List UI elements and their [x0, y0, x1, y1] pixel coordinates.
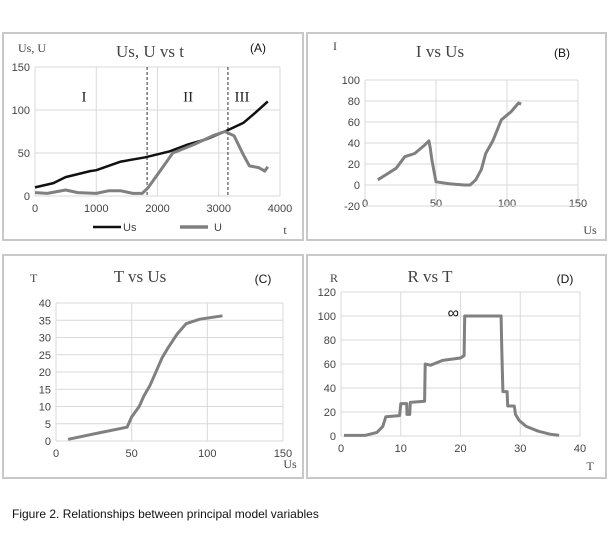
y-tick-label: 60	[324, 359, 336, 371]
annotation-infinity: ∞	[448, 305, 459, 322]
y-tick-label: 150	[12, 62, 30, 74]
chart-a: 0 1000 2000 3000 4000 0 50 100 150 Us, U vs t (A) U…	[2, 32, 304, 241]
chart-title: I vs Us	[416, 42, 464, 61]
x-tick-label: 50	[430, 198, 442, 210]
x-tick-label: 30	[514, 443, 526, 455]
y-tick-label: 35	[39, 315, 51, 327]
chart-d: 0 10 20 30 40 0 20 40 60 80 100 120 R vs T (D) R T ∞	[306, 254, 607, 479]
region-label: II	[183, 89, 193, 105]
chart-title: R vs T	[407, 267, 453, 286]
chart-c: 0 50 100 150 0 5 10 15 20 25 30 35 40 T vs Us (C) T Us	[2, 254, 304, 479]
panel-label: (C)	[255, 272, 272, 286]
y-tick-label: 40	[348, 138, 360, 150]
y-tick-label: 5	[45, 419, 51, 431]
panel-label: (A)	[250, 41, 266, 55]
legend-label-u: U	[214, 222, 222, 234]
y-tick-label: 15	[39, 384, 51, 396]
y-tick-label: 100	[12, 105, 30, 117]
y-tick-label: 100	[318, 311, 336, 323]
y-tick-label: 50	[18, 148, 30, 160]
series-line-us	[34, 100, 269, 189]
y-tick-label: 40	[324, 383, 336, 395]
x-axis-label: t	[283, 223, 287, 237]
x-tick-label: 100	[198, 448, 216, 460]
series-line-i	[377, 101, 522, 187]
y-tick-label: 80	[348, 96, 360, 108]
panel-label: (D)	[557, 272, 574, 286]
x-tick-label: 150	[274, 448, 292, 460]
y-tick-label: 0	[24, 191, 30, 203]
y-axis-label: I	[333, 39, 337, 53]
y-tick-label: -20	[344, 201, 360, 213]
y-tick-label: 100	[342, 75, 360, 87]
x-tick-label: 0	[362, 198, 368, 210]
x-tick-label: 0	[53, 448, 59, 460]
x-tick-label: 20	[454, 443, 466, 455]
y-tick-label: 0	[45, 436, 51, 448]
series-line-t	[67, 314, 223, 441]
y-tick-label: 20	[348, 159, 360, 171]
x-tick-label: 100	[498, 198, 516, 210]
x-tick-label: 50	[126, 448, 138, 460]
x-tick-label: 1000	[84, 203, 108, 215]
y-tick-label: 20	[324, 407, 336, 419]
y-tick-label: 25	[39, 350, 51, 362]
x-tick-label: 40	[574, 443, 586, 455]
figure-caption: Figure 2. Relationships between principa…	[12, 507, 319, 521]
y-tick-label: 20	[39, 367, 51, 379]
x-axis-label: T	[586, 459, 594, 473]
y-tick-label: 80	[324, 335, 336, 347]
y-tick-label: 0	[330, 431, 336, 443]
region-label: I	[82, 89, 87, 105]
x-tick-label: 150	[569, 198, 587, 210]
y-tick-label: 0	[354, 180, 360, 192]
x-tick-label: 4000	[268, 203, 292, 215]
x-tick-label: 0	[338, 443, 344, 455]
x-tick-label: 2000	[145, 203, 169, 215]
series-line-u	[34, 130, 270, 195]
y-axis-label: R	[330, 271, 338, 285]
y-axis-label: T	[30, 271, 38, 285]
y-tick-label: 40	[39, 298, 51, 310]
x-tick-label: 3000	[207, 203, 231, 215]
x-axis-label: Us	[583, 223, 597, 237]
y-axis-label: Us, U	[18, 41, 46, 55]
chart-title: T vs Us	[114, 267, 167, 286]
legend-label-us: Us	[123, 222, 137, 234]
y-tick-label: 30	[39, 333, 51, 345]
x-tick-label: 10	[395, 443, 407, 455]
y-tick-label: 10	[39, 402, 51, 414]
chart-title: Us, U vs t	[116, 42, 184, 61]
panel-label: (B)	[554, 46, 570, 60]
region-label: III	[235, 89, 250, 105]
x-tick-label: 0	[32, 203, 38, 215]
y-tick-label: 60	[348, 117, 360, 129]
x-axis-label: Us	[283, 457, 297, 471]
y-tick-label: 120	[318, 287, 336, 299]
series-line-r	[344, 314, 560, 437]
